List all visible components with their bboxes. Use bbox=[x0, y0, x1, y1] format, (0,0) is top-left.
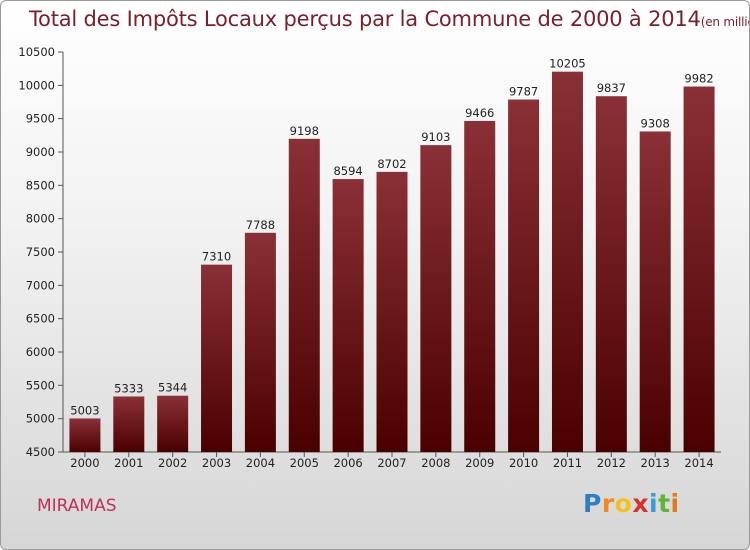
bar bbox=[244, 232, 276, 452]
bar bbox=[639, 131, 671, 452]
y-tick-label: 5500 bbox=[26, 378, 55, 392]
logo-letter: P bbox=[583, 489, 602, 518]
y-tick-label: 6500 bbox=[26, 312, 55, 326]
bar bbox=[113, 396, 145, 452]
y-tick-label: 7000 bbox=[26, 278, 55, 292]
bar-value-label: 9198 bbox=[290, 124, 319, 138]
x-tick-label: 2012 bbox=[597, 456, 626, 470]
bar-value-label: 8594 bbox=[333, 164, 362, 178]
logo-letter: x bbox=[632, 489, 649, 518]
y-tick-label: 7500 bbox=[26, 245, 55, 259]
bar-value-label: 9308 bbox=[641, 116, 670, 130]
x-tick-label: 2000 bbox=[70, 456, 99, 470]
commune-name: MIRAMAS bbox=[37, 496, 117, 516]
bar bbox=[288, 138, 320, 453]
bar-value-label: 9837 bbox=[597, 81, 626, 95]
y-tick-label: 10500 bbox=[18, 45, 55, 59]
bar-value-label: 9787 bbox=[509, 85, 538, 99]
y-tick-label: 6000 bbox=[26, 345, 55, 359]
chart-title: Total des Impôts Locaux perçus par la Co… bbox=[29, 7, 749, 31]
x-tick-label: 2008 bbox=[421, 456, 450, 470]
bar bbox=[332, 179, 364, 453]
bar-value-label: 7310 bbox=[202, 250, 231, 264]
bar bbox=[595, 96, 627, 452]
bar bbox=[464, 120, 496, 452]
bar bbox=[420, 145, 452, 452]
x-tick-label: 2004 bbox=[246, 456, 275, 470]
x-tick-label: 2014 bbox=[684, 456, 713, 470]
x-tick-label: 2005 bbox=[290, 456, 319, 470]
bar-value-label: 9982 bbox=[684, 72, 713, 86]
y-tick-label: 9500 bbox=[26, 112, 55, 126]
bar bbox=[201, 264, 233, 452]
bar bbox=[683, 86, 715, 453]
bar bbox=[508, 99, 540, 453]
bar bbox=[69, 418, 101, 452]
y-tick-label: 8000 bbox=[26, 212, 55, 226]
y-tick-label: 4500 bbox=[26, 445, 55, 459]
x-tick-label: 2011 bbox=[553, 456, 582, 470]
x-tick-label: 2010 bbox=[509, 456, 538, 470]
logo-letter: o bbox=[614, 489, 633, 518]
proxiti-logo[interactable]: Proxiti bbox=[583, 489, 680, 518]
bar bbox=[376, 171, 408, 452]
x-tick-label: 2001 bbox=[114, 456, 143, 470]
bar-value-label: 5344 bbox=[158, 381, 187, 395]
bar-value-label: 9103 bbox=[421, 130, 450, 144]
logo-letter: r bbox=[601, 489, 615, 518]
x-tick-label: 2002 bbox=[158, 456, 187, 470]
bar-value-label: 5333 bbox=[114, 381, 143, 395]
x-tick-label: 2007 bbox=[377, 456, 406, 470]
bar-value-label: 10205 bbox=[549, 57, 586, 71]
bar-value-label: 9466 bbox=[465, 106, 494, 120]
y-tick-label: 9000 bbox=[26, 145, 55, 159]
bar-value-label: 8702 bbox=[377, 157, 406, 171]
x-tick-label: 2006 bbox=[333, 456, 362, 470]
logo-letter: t bbox=[658, 489, 671, 518]
y-tick-label: 5000 bbox=[26, 412, 55, 426]
bar-value-label: 5003 bbox=[70, 403, 99, 417]
bar bbox=[551, 71, 583, 453]
bar bbox=[157, 395, 189, 452]
chart-title-text: Total des Impôts Locaux perçus par la Co… bbox=[29, 7, 701, 31]
y-tick-label: 8500 bbox=[26, 178, 55, 192]
logo-letter: i bbox=[649, 489, 659, 518]
chart-title-unit: (en milliers d'€) bbox=[700, 15, 749, 29]
y-tick-label: 10000 bbox=[18, 78, 55, 92]
x-tick-label: 2009 bbox=[465, 456, 494, 470]
bar-value-label: 7788 bbox=[246, 218, 275, 232]
x-tick-label: 2003 bbox=[202, 456, 231, 470]
logo-letter: i bbox=[670, 489, 680, 518]
x-tick-label: 2013 bbox=[641, 456, 670, 470]
